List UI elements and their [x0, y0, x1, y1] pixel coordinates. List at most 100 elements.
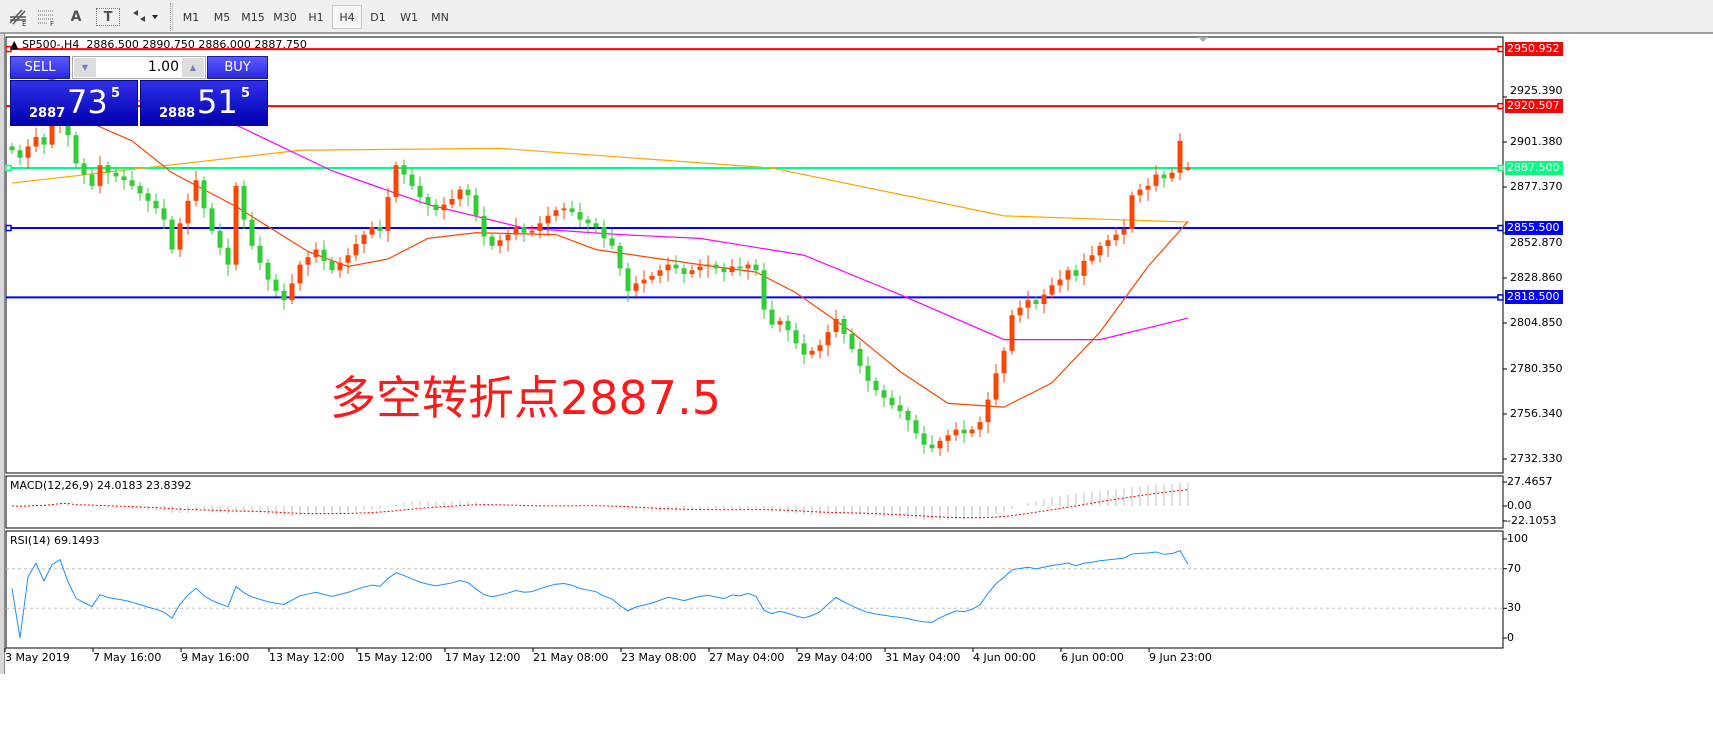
time-axis-label: 29 May 04:00 — [797, 651, 873, 664]
candle-body — [409, 174, 415, 186]
text-icon[interactable]: A — [70, 9, 82, 25]
candle — [401, 159, 407, 184]
candle-body — [1169, 172, 1175, 179]
sell-button[interactable]: SELL — [10, 56, 70, 79]
candle-body — [1137, 189, 1143, 196]
candle — [961, 420, 967, 443]
lot-size-stepper[interactable]: ▼ 1.00 ▲ — [72, 56, 206, 79]
arrows-dropdown-icon[interactable] — [128, 5, 162, 29]
candle — [489, 232, 495, 250]
candle-body — [601, 227, 607, 239]
line-handle-icon — [1497, 45, 1504, 53]
sell-price-fraction: 5 — [111, 86, 121, 101]
timeframe-m1[interactable]: M1 — [182, 10, 200, 24]
candle — [769, 300, 775, 329]
candle — [17, 144, 23, 166]
candle — [593, 217, 599, 233]
candle — [641, 270, 647, 293]
candle-body — [1065, 270, 1071, 280]
timeframe-m5[interactable]: M5 — [213, 10, 231, 24]
time-axis-label: 9 May 16:00 — [181, 651, 250, 664]
buy-button[interactable]: BUY — [207, 56, 268, 79]
lot-size-input[interactable]: 1.00 — [147, 59, 179, 75]
candle-body — [1057, 279, 1063, 286]
candle-body — [289, 283, 295, 301]
candle-body — [1081, 260, 1087, 276]
candle-body — [881, 390, 887, 398]
candle-body — [329, 260, 335, 271]
candle — [433, 198, 439, 216]
macd-name: MACD(12,26,9) — [10, 479, 94, 492]
candle-body — [865, 365, 871, 381]
candle — [1097, 242, 1103, 263]
candle-body — [345, 255, 351, 263]
candle — [345, 247, 351, 274]
line-handle-icon — [5, 164, 12, 172]
macd-pane-frame — [5, 475, 1504, 529]
candle-body — [321, 249, 327, 261]
candle — [73, 131, 79, 169]
candle — [425, 193, 431, 216]
collapse-triangle-icon[interactable]: ▲ — [10, 38, 19, 51]
timeframe-h4[interactable]: H4 — [332, 5, 362, 29]
time-axis-label: 21 May 08:00 — [533, 651, 609, 664]
candle-body — [1049, 285, 1055, 295]
candle — [897, 395, 903, 419]
candle-body — [113, 172, 119, 177]
ohlc-low: 2886.000 — [198, 38, 251, 51]
timeframe-h1[interactable]: H1 — [308, 10, 324, 24]
candle — [569, 200, 575, 216]
candle-body — [681, 268, 687, 274]
candle — [361, 230, 367, 254]
candle — [353, 234, 359, 261]
candle-body — [401, 165, 407, 175]
candle — [105, 161, 111, 184]
candle-body — [1089, 255, 1095, 261]
buy-price[interactable]: 2888 51 5 — [140, 80, 268, 126]
candle-body — [673, 264, 679, 269]
timeframe-m15[interactable]: M15 — [241, 10, 265, 24]
candle — [785, 315, 791, 342]
fibonacci-expansion-icon[interactable]: E — [6, 5, 32, 29]
timeframe-d1[interactable]: D1 — [370, 10, 386, 24]
candle-body — [441, 204, 447, 211]
sell-price-prefix: 2887 — [29, 106, 66, 121]
candle-body — [593, 223, 599, 228]
line-handle-icon — [1497, 102, 1504, 110]
candle-body — [1113, 234, 1119, 241]
candle-body — [1017, 307, 1023, 316]
candle-body — [969, 429, 975, 434]
candle-body — [273, 279, 279, 291]
candle-body — [777, 320, 783, 325]
sell-price[interactable]: 2887 73 5 — [10, 80, 138, 126]
macd-value: 24.0183 — [97, 479, 143, 492]
horizontal-line-price-label: 2950.952 — [1505, 42, 1563, 57]
sell-price-pips: 73 — [67, 83, 108, 121]
line-handle-icon — [1497, 294, 1504, 301]
candle — [889, 390, 895, 409]
timeframe-mn[interactable]: MN — [431, 10, 449, 24]
timeframe-w1[interactable]: W1 — [400, 10, 418, 24]
candle — [777, 317, 783, 333]
text-label-icon[interactable]: T — [96, 8, 120, 26]
candle — [1121, 219, 1127, 244]
candle-body — [505, 234, 511, 241]
one-click-trading-panel: SELL ▼ 1.00 ▲ BUY 2887 73 5 2888 51 5 — [8, 55, 270, 126]
price-axis-label: 2925.390 — [1510, 84, 1563, 98]
candle — [521, 223, 527, 243]
increase-lots-icon[interactable]: ▲ — [182, 58, 204, 77]
svg-text:E: E — [22, 20, 26, 27]
main-pane-frame — [5, 36, 1504, 474]
candle-body — [945, 435, 951, 441]
candle — [393, 161, 399, 203]
decrease-lots-icon[interactable]: ▼ — [74, 58, 96, 77]
timeframe-m30[interactable]: M30 — [273, 10, 297, 24]
candle-body — [457, 189, 463, 199]
candle — [41, 133, 47, 154]
candle — [297, 260, 303, 291]
fibonacci-lines-icon[interactable]: F — [34, 5, 60, 29]
candle — [1153, 165, 1159, 192]
moving-average-line — [11, 69, 1189, 341]
horizontal-line-price-label: 2855.500 — [1505, 221, 1563, 236]
candle — [1033, 296, 1039, 310]
